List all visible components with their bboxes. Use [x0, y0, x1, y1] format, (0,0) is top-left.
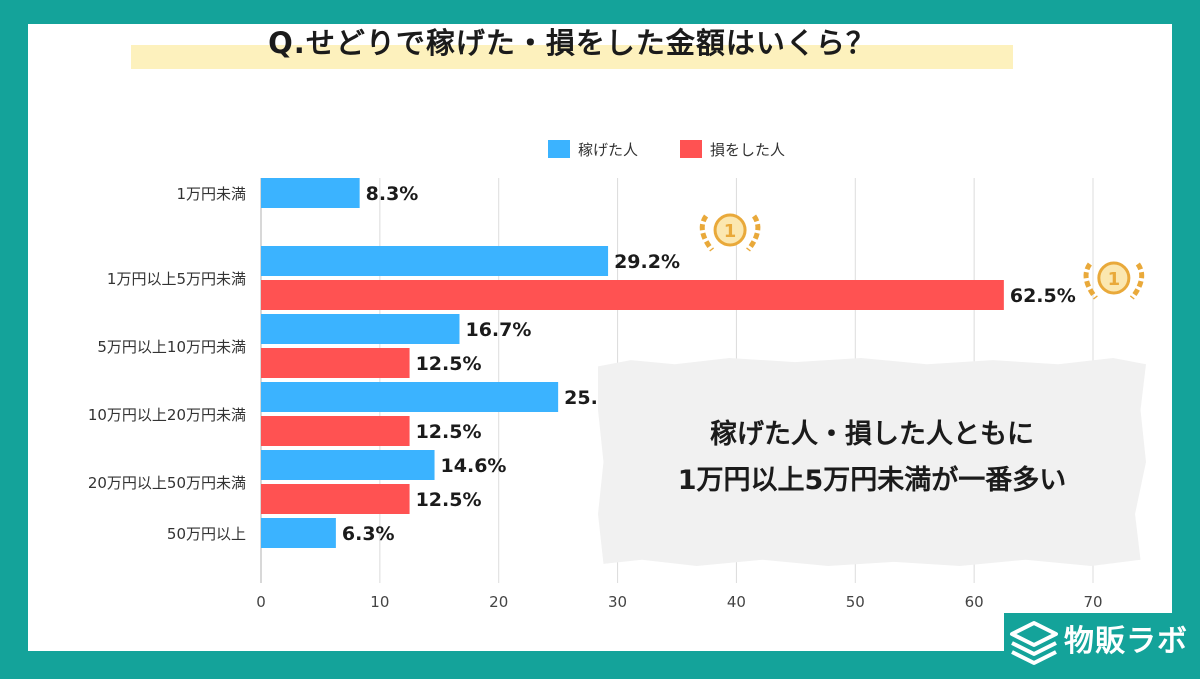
logo-text: 物販ラボ — [1064, 624, 1188, 659]
medal-icon — [699, 213, 761, 252]
annotation-callout — [598, 358, 1146, 566]
medal-number: 1 — [724, 221, 737, 242]
category-label: 10万円以上20万円未満 — [88, 406, 246, 424]
bar-lost — [261, 280, 1004, 310]
bar-earned — [261, 178, 360, 208]
bar-lost — [261, 416, 410, 446]
x-tick-label: 10 — [370, 593, 389, 611]
bar-earned — [261, 450, 435, 480]
annotation-line-2: 1万円以上5万円未満が一番多い — [677, 465, 1067, 496]
category-label: 50万円以上 — [167, 525, 246, 543]
data-label: 29.2% — [614, 251, 680, 273]
data-label: 14.6% — [441, 455, 507, 477]
x-tick-label: 40 — [727, 593, 746, 611]
medal-icon — [1083, 261, 1145, 300]
bar-earned — [261, 518, 336, 548]
bar-lost — [261, 484, 410, 514]
bar-earned — [261, 246, 609, 276]
category-label: 5万円以上10万円未満 — [97, 338, 246, 356]
medal-number: 1 — [1108, 269, 1121, 290]
category-label: 1万円未満 — [176, 185, 246, 203]
data-label: 12.5% — [416, 489, 482, 511]
legend-label: 稼げた人 — [578, 141, 638, 159]
bar-earned — [261, 314, 460, 344]
legend-swatch — [548, 140, 570, 158]
title-highlight — [131, 45, 1013, 69]
x-tick-label: 0 — [256, 593, 266, 611]
category-label: 1万円以上5万円未満 — [107, 270, 246, 288]
data-label: 12.5% — [416, 421, 482, 443]
legend-swatch — [680, 140, 702, 158]
bar-lost — [261, 348, 410, 378]
annotation-text: 稼げた人・損した人ともに 1万円以上5万円未満が一番多い — [598, 412, 1146, 504]
layers-icon — [1010, 621, 1058, 665]
data-label: 8.3% — [366, 183, 419, 205]
data-label: 16.7% — [465, 319, 531, 341]
logo — [1004, 613, 1200, 675]
category-label: 20万円以上50万円未満 — [88, 474, 246, 492]
x-tick-label: 70 — [1083, 593, 1102, 611]
x-tick-label: 20 — [489, 593, 508, 611]
annotation-line-1: 稼げた人・損した人ともに — [710, 419, 1034, 450]
data-label: 6.3% — [342, 523, 395, 545]
data-label: 12.5% — [416, 353, 482, 375]
x-tick-label: 50 — [846, 593, 865, 611]
data-label: 62.5% — [1010, 285, 1076, 307]
legend-label: 損をした人 — [710, 141, 785, 159]
bar-earned — [261, 382, 559, 412]
x-tick-label: 30 — [608, 593, 627, 611]
chart-title: Q.せどりで稼げた・損をした金額はいくら？ — [268, 26, 876, 60]
x-tick-label: 60 — [965, 593, 984, 611]
